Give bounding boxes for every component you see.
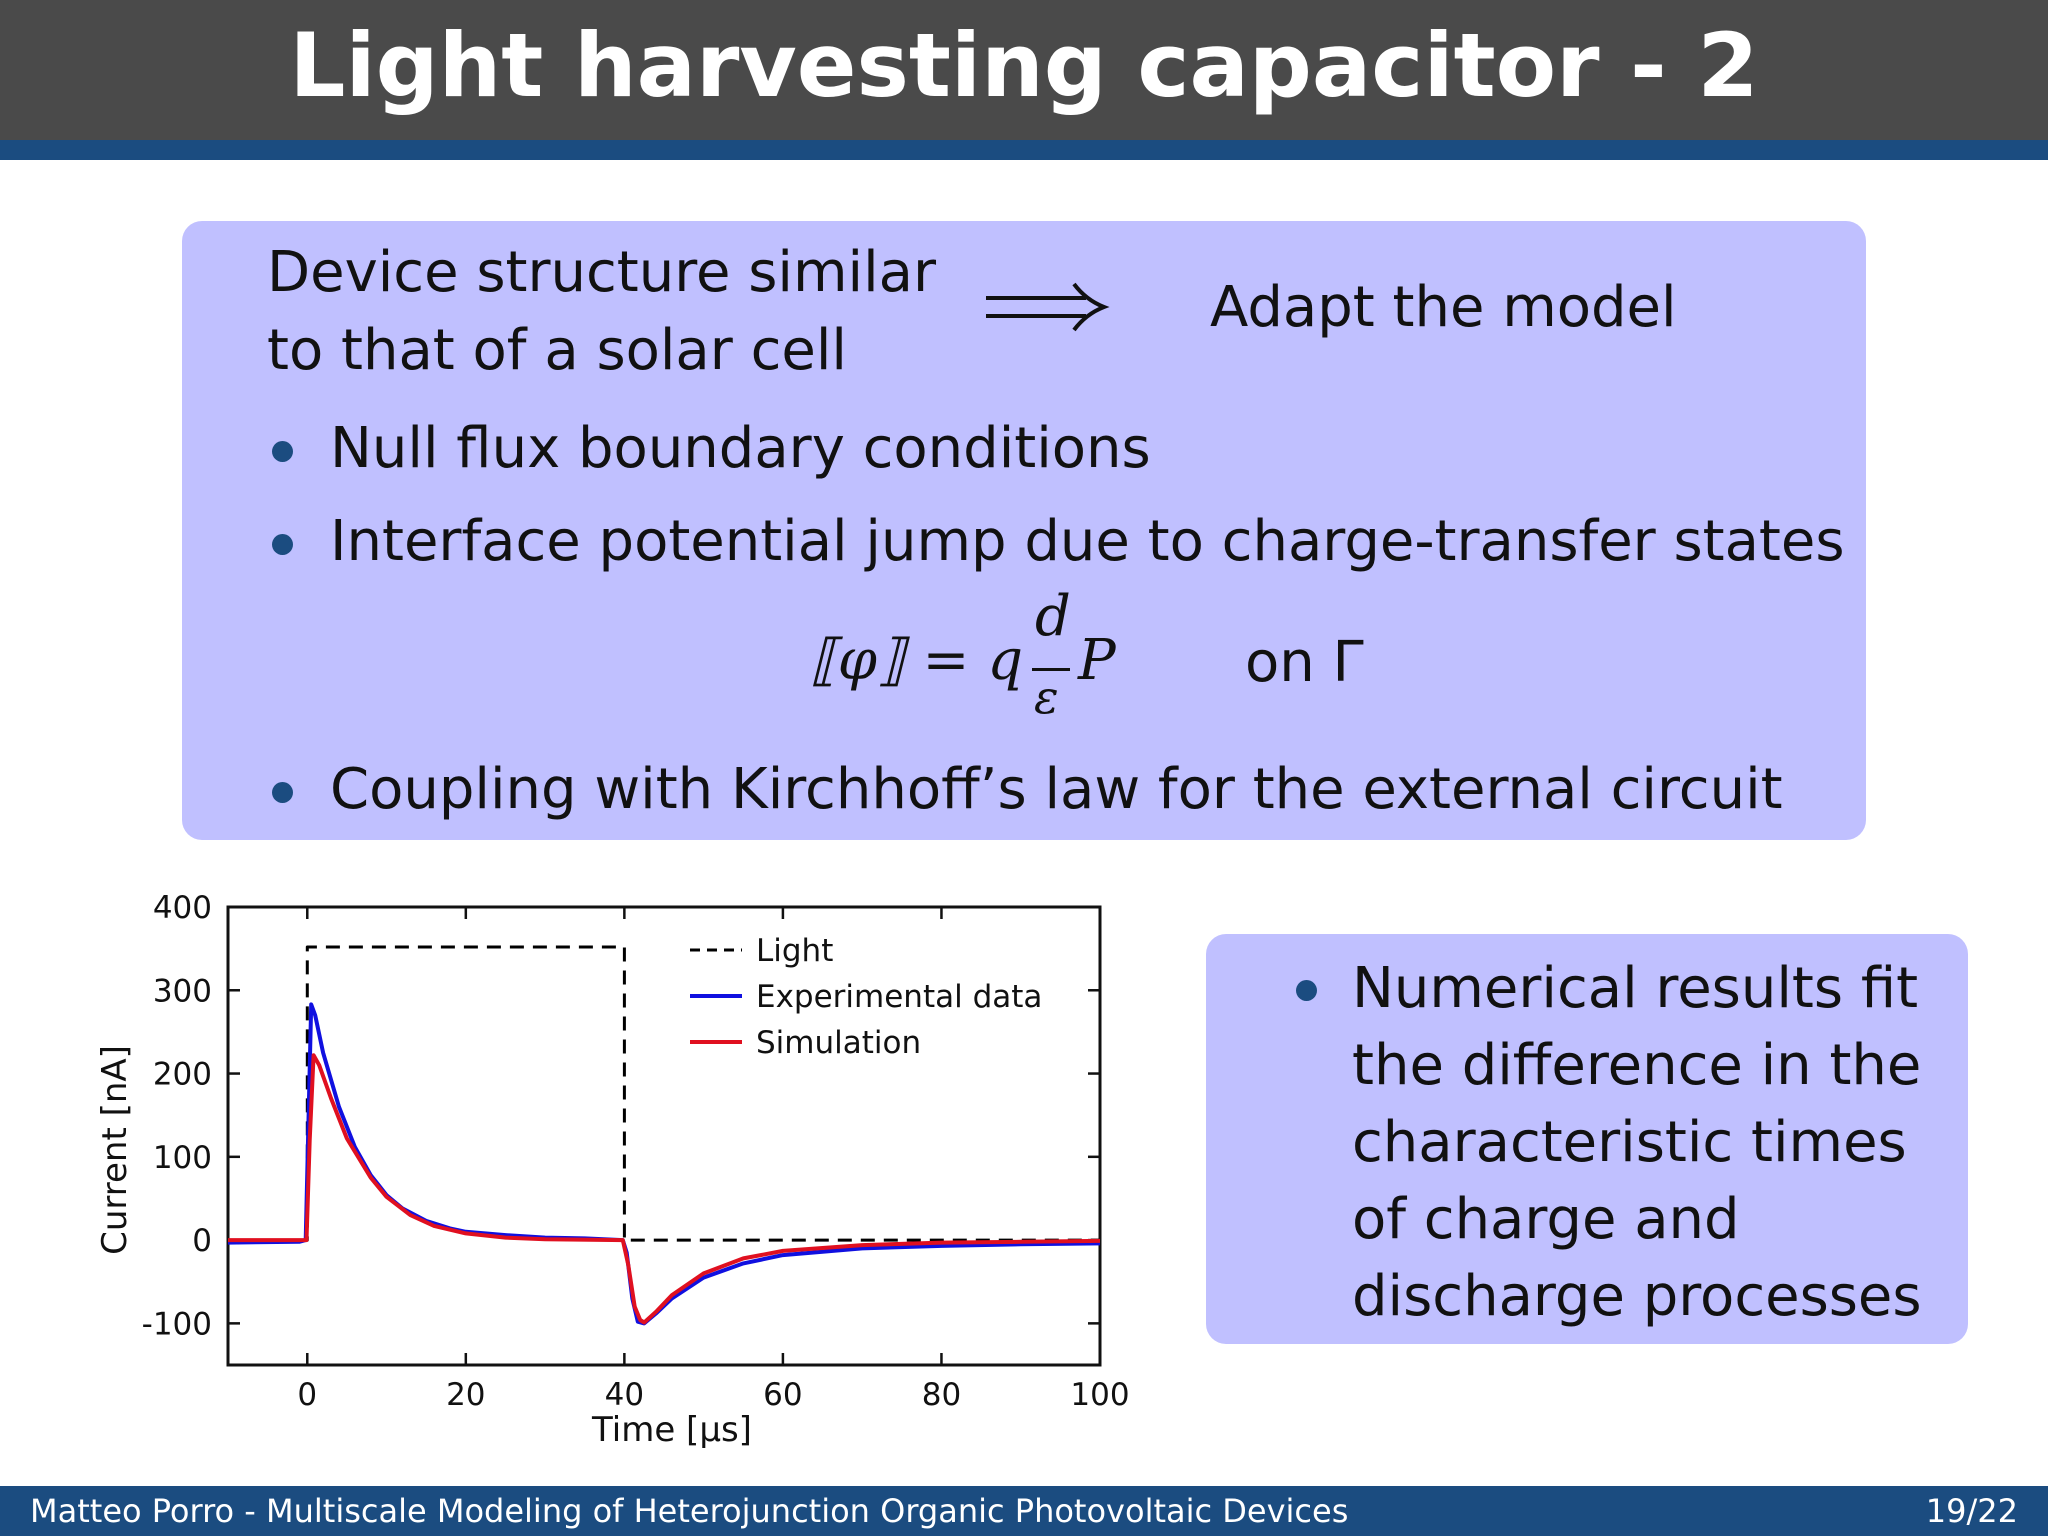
intro-line-1: Device structure similar xyxy=(267,240,936,305)
intro-line-2: to that of a solar cell xyxy=(267,318,847,383)
formula-numerator: d xyxy=(1035,584,1071,649)
y-tick-label: 100 xyxy=(153,1140,212,1176)
x-axis-label: Time [µs] xyxy=(591,1410,752,1450)
formula-denominator: ε xyxy=(1034,670,1059,724)
results-bullet: Numerical results fit the difference in … xyxy=(1352,956,1922,1329)
bullet-null-flux: Null flux boundary conditions xyxy=(330,416,1151,481)
footer-bar: Matteo Porro - Multiscale Modeling of He… xyxy=(0,1486,2048,1536)
x-tick-label: 40 xyxy=(605,1377,644,1413)
interface-jump-formula: ⟦φ⟧ = q d ε P on Γ xyxy=(810,584,1370,740)
y-tick-label: 300 xyxy=(153,973,212,1009)
x-tick-label: 0 xyxy=(297,1377,317,1413)
bullet-interface-jump: Interface potential jump due to charge-t… xyxy=(330,509,1845,574)
y-tick-label: 400 xyxy=(153,890,212,926)
bullet-dot xyxy=(272,441,293,462)
side-content-block xyxy=(1206,934,1968,1344)
legend-label: Simulation xyxy=(756,1025,921,1061)
bullet-dot xyxy=(272,782,293,803)
y-tick-label: 200 xyxy=(153,1057,212,1093)
bullet-kirchhoff: Coupling with Kirchhoff’s law for the ex… xyxy=(330,757,1783,822)
legend-label: Light xyxy=(756,933,833,969)
y-tick-label: 0 xyxy=(192,1223,212,1259)
legend-label: Experimental data xyxy=(756,979,1042,1015)
x-tick-label: 20 xyxy=(446,1377,485,1413)
current-vs-time-chart: 0 20 40 60 80 100 -100 0 100 200 300 400 Time [µs] Cu… xyxy=(95,890,1130,1450)
page-number: 19/22 xyxy=(1925,1492,2018,1530)
plot-frame xyxy=(226,905,1102,1367)
x-tick-label: 80 xyxy=(922,1377,961,1413)
bullet-dot xyxy=(272,534,293,555)
series-line-experimental-data xyxy=(227,1002,1101,1326)
x-tick-label: 100 xyxy=(1070,1377,1129,1413)
title-bar xyxy=(0,0,2048,140)
implies-arrow-icon xyxy=(986,282,1110,332)
slide-title: Light harvesting capacitor - 2 xyxy=(289,14,1759,117)
formula-condition: on Γ xyxy=(1245,630,1364,695)
title-stripe xyxy=(0,140,2048,160)
series-line-light xyxy=(228,945,1100,1242)
y-tick-label: -100 xyxy=(142,1306,212,1342)
formula-variable: P xyxy=(1078,628,1116,693)
y-axis-label: Current [nA] xyxy=(95,1045,135,1255)
fraction-bar xyxy=(1032,668,1070,671)
bullet-dot xyxy=(1296,980,1317,1001)
main-content-block xyxy=(182,221,1866,840)
x-tick-label: 60 xyxy=(763,1377,802,1413)
formula-lhs: ⟦φ⟧ = q xyxy=(810,628,1024,693)
footer-title: Matteo Porro - Multiscale Modeling of He… xyxy=(30,1492,1349,1530)
adapt-model-text: Adapt the model xyxy=(1210,275,1677,340)
series-line-simulation xyxy=(228,1053,1101,1325)
